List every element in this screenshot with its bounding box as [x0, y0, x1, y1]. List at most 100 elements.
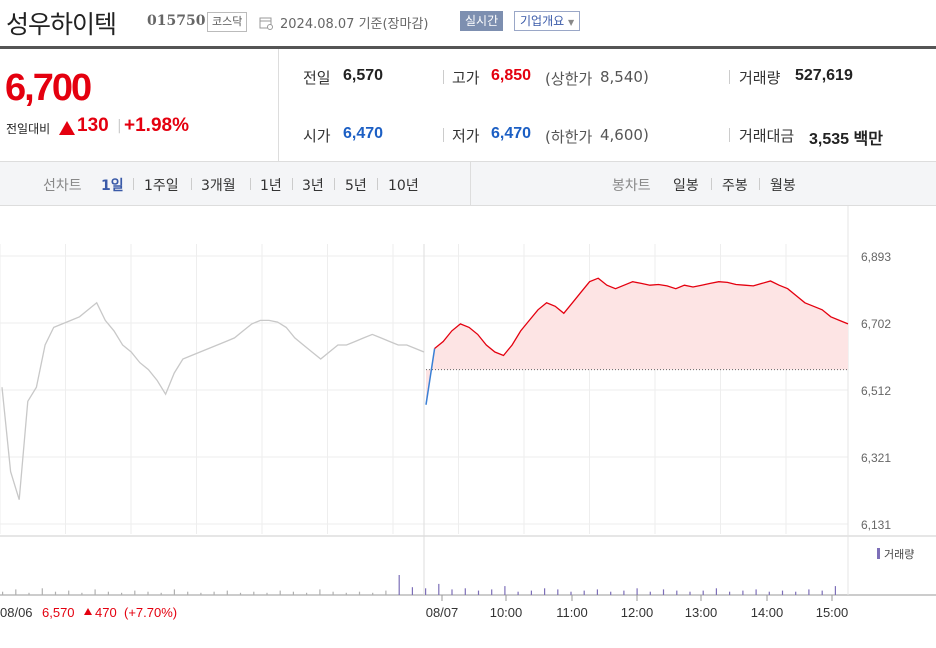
volume-bar — [28, 592, 30, 595]
volume-bar — [491, 589, 493, 595]
volume-bar — [768, 591, 770, 595]
volume-bar — [239, 592, 242, 595]
volume-bar — [517, 591, 519, 595]
y-tick-label: 6,131 — [861, 518, 891, 532]
volume-bar — [279, 590, 281, 595]
volume-bar — [292, 591, 294, 595]
amount-label: 거래대금 — [739, 127, 795, 145]
volume-bar — [425, 588, 427, 595]
volume-bar — [41, 588, 43, 595]
volume-bar — [187, 591, 189, 595]
divider — [334, 178, 335, 190]
volume-bar — [226, 590, 228, 595]
volume-bar — [81, 592, 83, 595]
volume-bar — [504, 586, 506, 595]
tab-period-5y[interactable]: 5년 — [345, 178, 367, 194]
x-tick-label: 14:00 — [751, 605, 784, 620]
volume-bar — [319, 589, 321, 595]
quote-panel: 6,700 전일대비 130 | +1.98% 전일 6,570 고가 6,85… — [0, 49, 936, 162]
volume-bar — [68, 590, 70, 595]
upper-limit-label: (상한가 — [545, 70, 593, 88]
tab-period-3y[interactable]: 3년 — [302, 178, 324, 194]
volume-bar — [583, 590, 585, 595]
change-label: 전일대비 — [6, 122, 51, 136]
stock-header: 성우하이텍 015750 코스닥 2024.08.07 기준(장마감) 실시간 … — [0, 0, 936, 49]
divider — [377, 178, 378, 190]
tab-period-10y[interactable]: 10년 — [388, 178, 419, 194]
volume-bar — [54, 591, 57, 595]
volume-bar — [477, 590, 480, 595]
volume-bar — [795, 591, 797, 595]
volume-bar — [715, 588, 717, 595]
divider — [443, 128, 444, 142]
volume-bar — [623, 590, 625, 595]
volume-bar — [610, 591, 612, 595]
volume-bar — [742, 590, 744, 595]
volume-bar — [411, 587, 413, 595]
volume-legend-swatch — [877, 548, 880, 559]
high-value: 6,850 — [491, 67, 532, 84]
prev-day-percent: (+7.70%) — [124, 605, 177, 620]
volume-bar — [15, 589, 17, 595]
low-value: 6,470 — [491, 125, 532, 142]
divider — [133, 178, 134, 190]
tab-candle-week[interactable]: 주봉 — [722, 178, 748, 194]
volume-bar — [160, 592, 162, 595]
chart-tab-bar: 선차트 1일 1주일 3개월 1년 3년 5년 10년 봉차트 일봉 주봉 월봉 — [0, 162, 936, 206]
up-triangle-icon — [84, 608, 92, 615]
volume-bar — [702, 590, 704, 595]
volume-bar — [662, 589, 665, 595]
change-value: 130 — [77, 115, 109, 136]
divider — [470, 162, 471, 205]
lower-limit-label: (하한가 — [545, 128, 593, 146]
volume-bar — [266, 592, 268, 595]
up-triangle-icon — [59, 121, 75, 135]
chart-area-fill — [426, 278, 848, 405]
price-box: 6,700 전일대비 130 | +1.98% — [0, 49, 279, 161]
x-tick-label: 12:00 — [621, 605, 654, 620]
stock-name: 성우하이텍 — [6, 10, 117, 39]
as-of-date: 2024.08.07 기준(장마감) — [280, 17, 429, 32]
volume-bar — [808, 589, 810, 595]
tab-period-1w[interactable]: 1주일 — [144, 178, 179, 194]
chart-lines — [1, 277, 849, 500]
volume-bar — [729, 591, 731, 595]
prev-day-close: 6,570 — [42, 605, 75, 620]
volume-value: 527,619 — [795, 67, 853, 84]
current-price: 6,700 — [5, 67, 92, 109]
company-overview-button[interactable]: 기업개요 ▼ — [514, 11, 581, 31]
stock-code: 015750 — [147, 13, 206, 29]
realtime-button[interactable]: 실시간 — [460, 11, 504, 31]
volume-bar — [781, 590, 784, 595]
volume-bar — [557, 589, 559, 595]
divider — [292, 178, 293, 190]
tab-candle-day[interactable]: 일봉 — [673, 178, 699, 194]
price-chart[interactable]: 6,893 6,702 6,512 6,321 6,131 거래량 08/07 10:00… — [0, 206, 936, 648]
volume-bar — [358, 591, 361, 595]
volume-bar — [755, 589, 757, 595]
amount-value: 3,535 백만 — [809, 131, 883, 148]
volume-bar — [253, 591, 255, 595]
x-tick-label: 11:00 — [556, 605, 588, 620]
volume-bar — [438, 583, 440, 595]
volume-bar — [147, 591, 149, 595]
tab-candle-month[interactable]: 월봉 — [770, 178, 796, 194]
volume-bar — [372, 592, 374, 595]
volume-bar — [306, 592, 308, 595]
volume-bar — [596, 589, 598, 595]
volume-bar — [2, 591, 4, 595]
y-axis-ticks: 6,893 6,702 6,512 6,321 6,131 — [861, 250, 891, 532]
divider — [759, 178, 760, 190]
tab-period-1y[interactable]: 1년 — [260, 178, 282, 194]
tab-period-1d[interactable]: 1일 — [101, 178, 124, 194]
y-tick-label: 6,512 — [861, 384, 891, 398]
series-area-08/07 — [426, 278, 848, 405]
prev-day-date: 08/06 — [0, 605, 33, 620]
chevron-down-icon: ▼ — [568, 18, 575, 27]
tab-period-3m[interactable]: 3개월 — [201, 178, 236, 194]
y-tick-label: 6,321 — [861, 451, 891, 465]
volume-bar — [570, 591, 572, 595]
high-label: 고가 — [452, 69, 480, 87]
change-separator: | — [117, 118, 122, 134]
volume-bar — [332, 591, 334, 595]
